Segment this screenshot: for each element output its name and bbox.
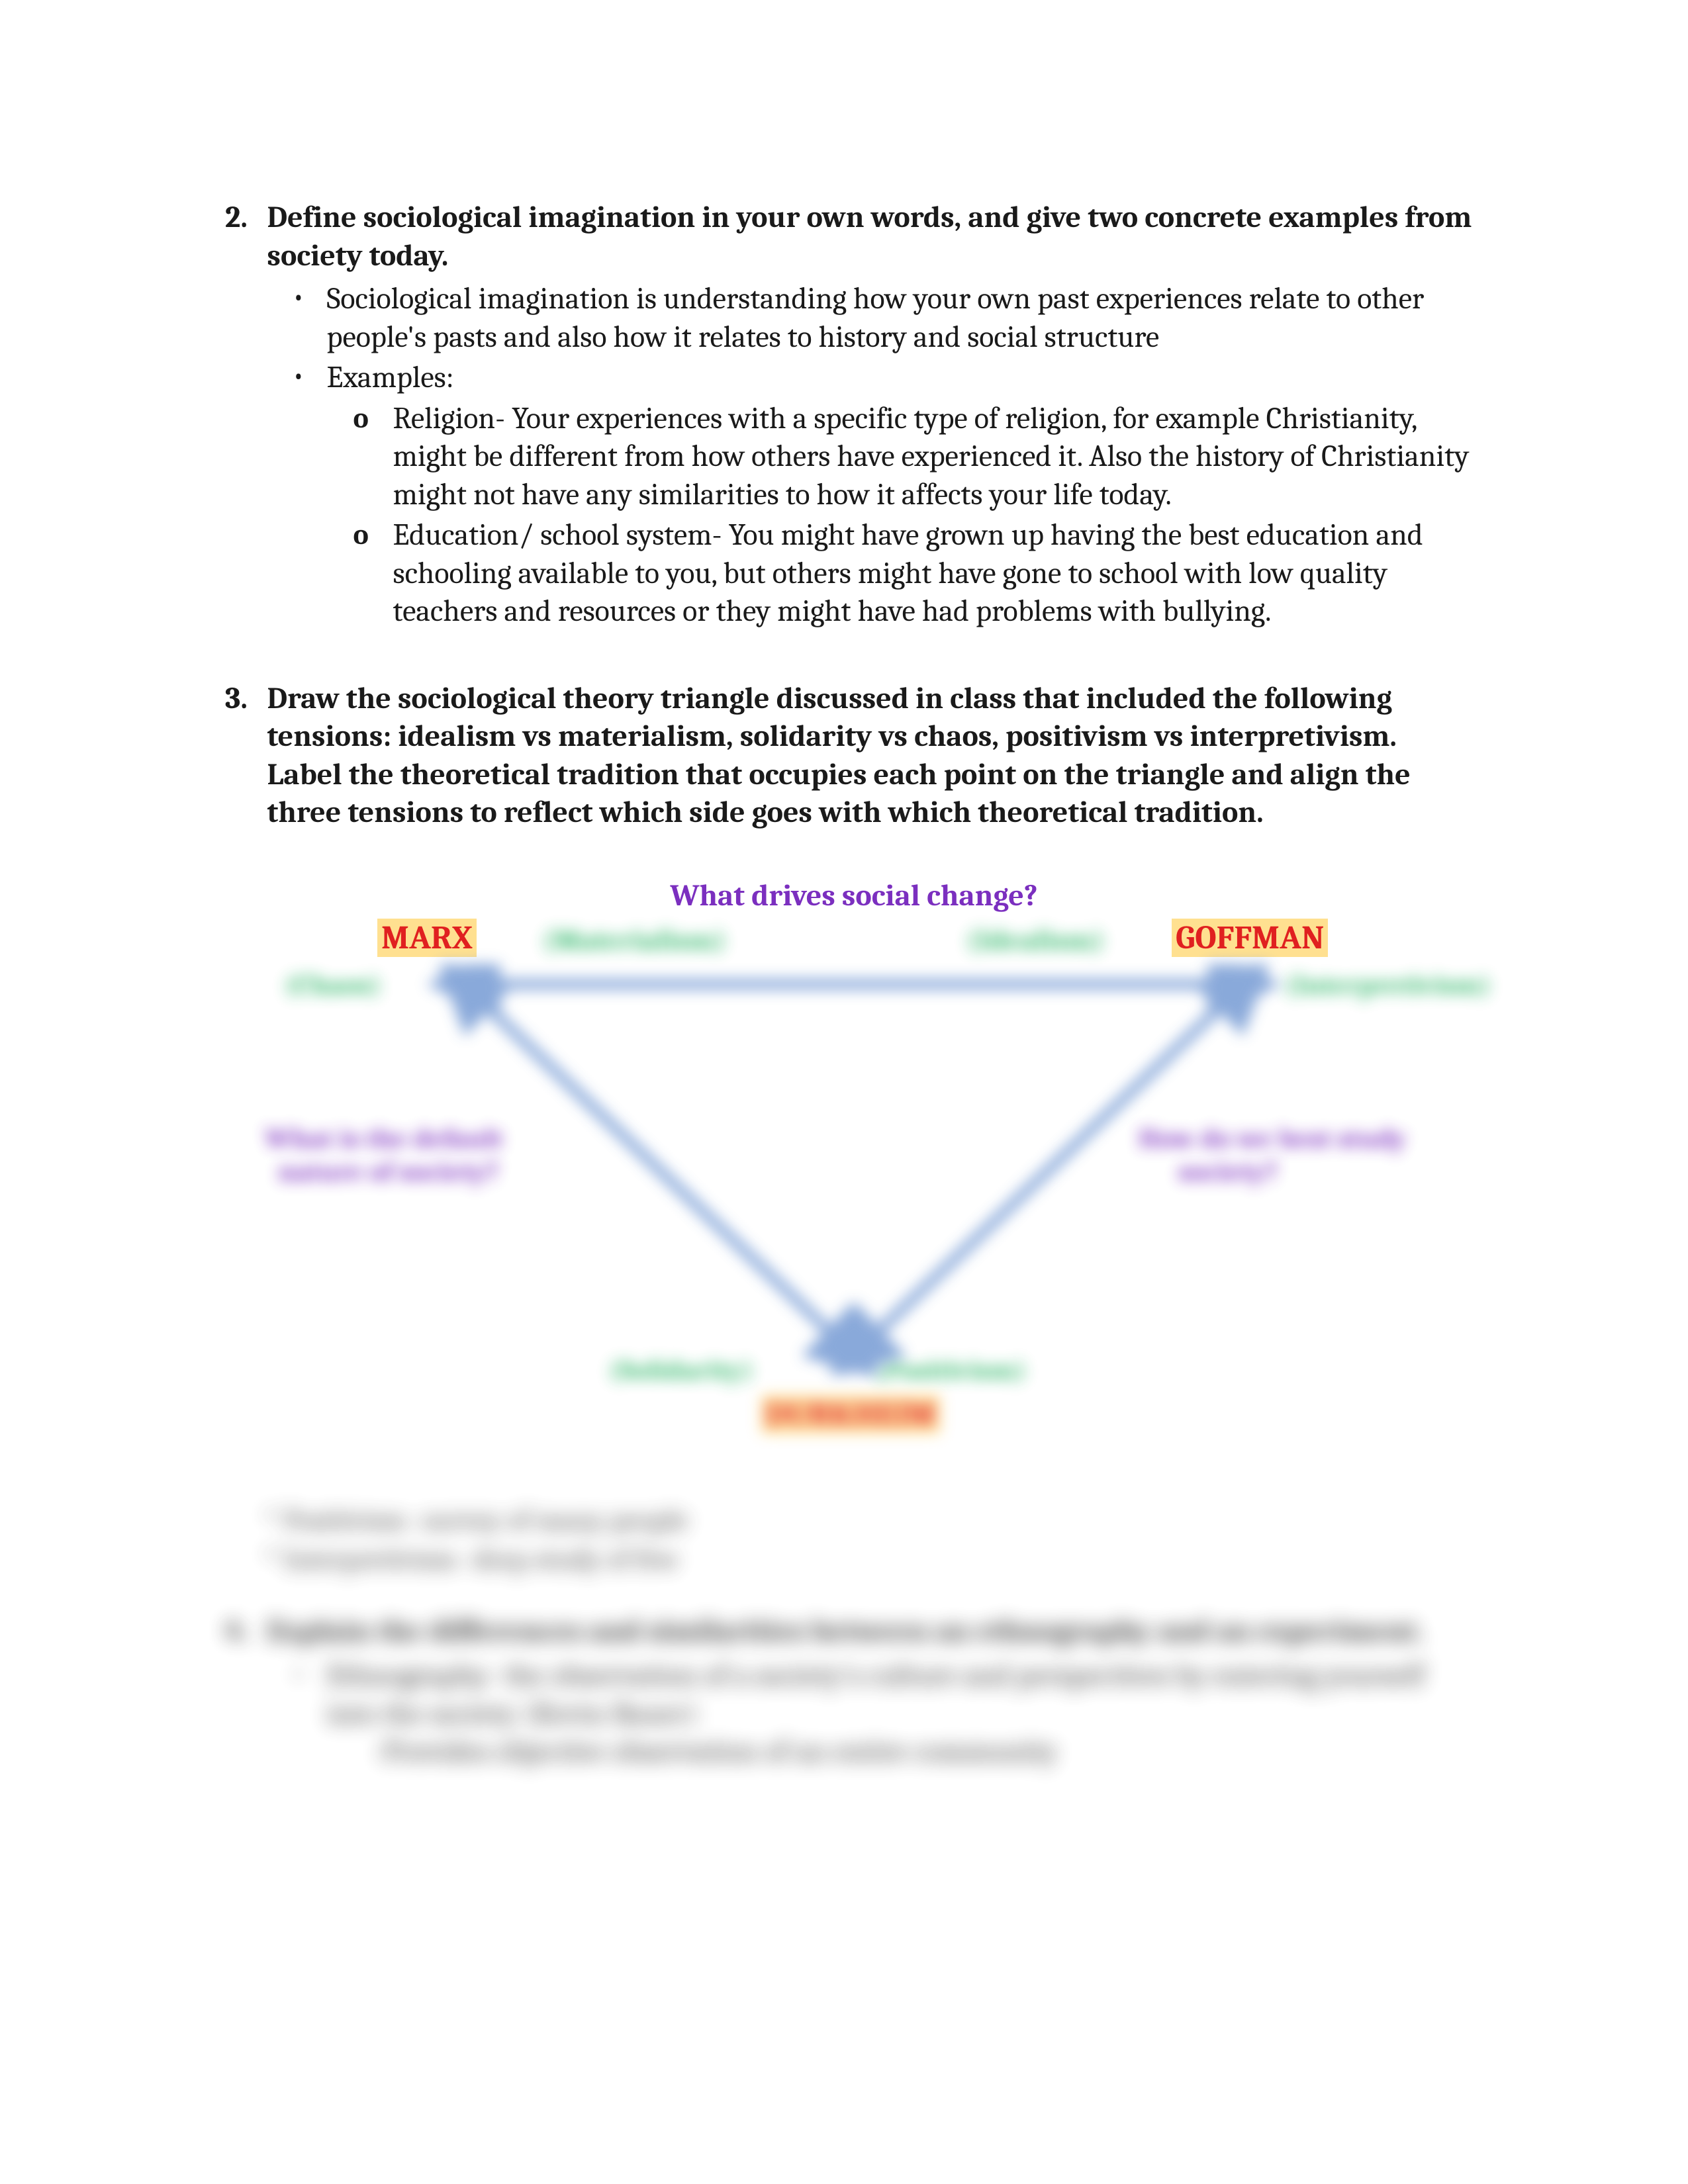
node-marx: MARX [377, 919, 477, 958]
q2-body: Define sociological imagination in your … [267, 199, 1472, 633]
node-chaos: (Chaos) [285, 970, 381, 1001]
question-4: 4. Explain the differences and similarit… [225, 1612, 1489, 1773]
q4-body: Explain the differences and similarities… [267, 1612, 1472, 1773]
question-3: 3. Draw the sociological theory triangle… [225, 680, 1489, 832]
q2-number: 2. [225, 199, 265, 237]
q4-bullets: Ethnography- the observation of a societ… [267, 1657, 1472, 1771]
q3-body: Draw the sociological theory triangle di… [267, 680, 1472, 832]
document-page: 2. Define sociological imagination in yo… [0, 0, 1688, 2184]
q2-sub-0: Religion- Your experiences with a specif… [393, 400, 1472, 514]
lower-notes: * Positivism- survey of many people * In… [265, 1500, 1489, 1579]
q4-bullet-0-text: Ethnography- the observation of a societ… [327, 1658, 1425, 1731]
q2-bullet-1-text: Examples: [327, 360, 454, 395]
q2-bullet-0: Sociological imagination is understandin… [327, 280, 1472, 356]
q4-number: 4. [225, 1612, 265, 1650]
triangle-svg [391, 964, 1317, 1375]
q2-sub-1: Education/ school system- You might have… [393, 516, 1472, 631]
node-durkheim-label: DURKHEIM [761, 1395, 940, 1433]
q4-prompt: Explain the differences and similarities… [267, 1612, 1472, 1651]
q2-prompt: Define sociological imagination in your … [267, 199, 1472, 275]
node-idealism: (Idealism) [966, 924, 1104, 958]
q3-prompt: Draw the sociological theory triangle di… [267, 680, 1472, 832]
diagram-title: What drives social change? [225, 878, 1483, 913]
q2-bullets: Sociological imagination is understandin… [267, 280, 1472, 631]
theory-triangle-diagram: What drives social change? MARX (Materia… [225, 878, 1483, 1474]
node-marx-label: MARX [377, 919, 477, 957]
edge-left [463, 984, 854, 1355]
lower-note-2: * Interpretivism- deep study of few [265, 1539, 1489, 1578]
lower-note-1: * Positivism- survey of many people [265, 1500, 1489, 1539]
q4-subline: -Provides objective observation of an en… [327, 1733, 1472, 1771]
q2-sub-list: Religion- Your experiences with a specif… [327, 400, 1472, 631]
node-goffman-label: GOFFMAN [1172, 919, 1328, 957]
q2-bullet-1: Examples: Religion- Your experiences wit… [327, 359, 1472, 631]
node-durkheim: DURKHEIM [761, 1396, 940, 1434]
edge-right [854, 984, 1244, 1355]
q3-number: 3. [225, 680, 265, 718]
node-materialism: (Materialism) [543, 924, 726, 958]
q4-bullet-0: Ethnography- the observation of a societ… [327, 1657, 1472, 1771]
node-goffman: GOFFMAN [1172, 919, 1328, 958]
question-2: 2. Define sociological imagination in yo… [225, 199, 1489, 633]
